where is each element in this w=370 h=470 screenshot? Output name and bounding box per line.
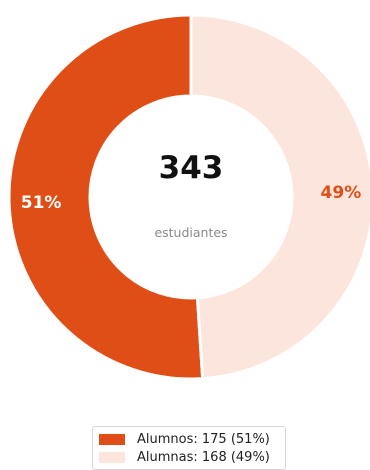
chart-legend: Alumnos: 175 (51%) Alumnas: 168 (49%) [92, 426, 286, 470]
percent-label-alumnos: 51% [21, 193, 62, 213]
legend-item-alumnos: Alumnos: 175 (51%) [99, 431, 279, 448]
percent-label-alumnas: 49% [321, 183, 362, 203]
donut-slices [7, 13, 370, 381]
legend-label-alumnos: Alumnos: 175 (51%) [137, 432, 270, 447]
legend-swatch-alumnas [99, 452, 125, 463]
donut-slice-alumnas [189, 13, 370, 381]
center-total: 343 [159, 150, 224, 186]
percent-labels: 51% 49% [21, 183, 362, 213]
legend-label-alumnas: Alumnas: 168 (49%) [137, 450, 270, 465]
center-subtitle: estudiantes [154, 225, 227, 240]
legend-item-alumnas: Alumnas: 168 (49%) [99, 449, 279, 466]
legend-swatch-alumnos [99, 434, 125, 445]
donut-slice-alumnos [7, 13, 205, 381]
